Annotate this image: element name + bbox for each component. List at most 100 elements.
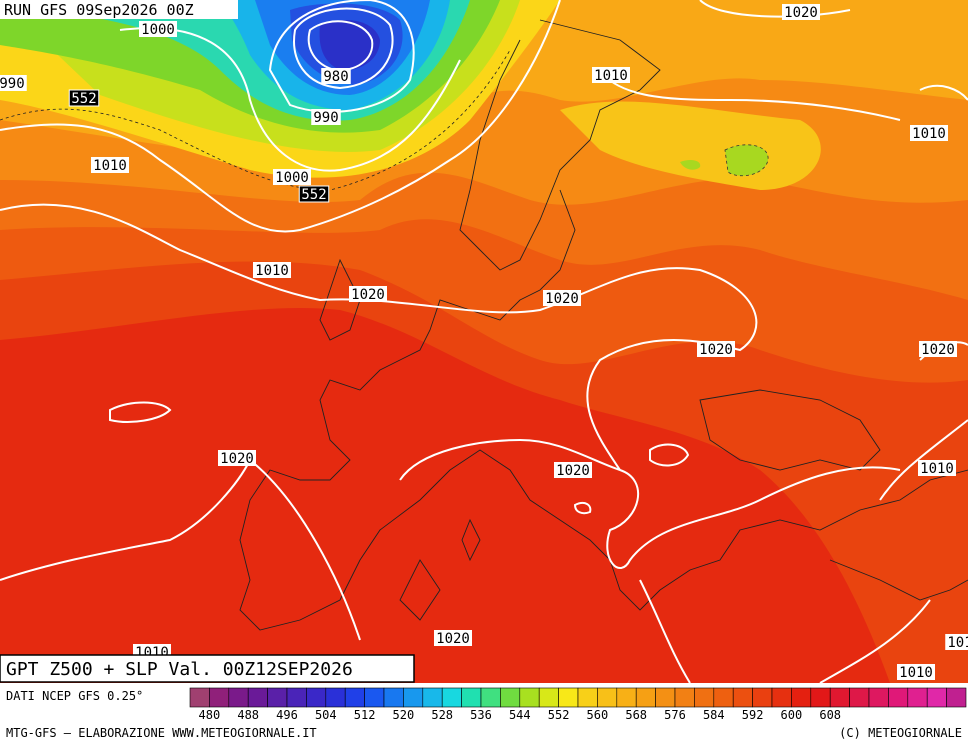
colorbar-box — [364, 687, 385, 708]
colorbar-tick-label: 608 — [819, 708, 841, 722]
isobar-label-box — [434, 630, 472, 646]
colorbar-tick-label: 544 — [509, 708, 531, 722]
colorbar-box — [849, 687, 870, 708]
product-label: GPT Z500 + SLP Val. 00Z12SEP2026 — [6, 659, 353, 680]
colorbar-box — [732, 687, 753, 708]
isobar-label-box — [910, 125, 948, 141]
colorbar-box — [674, 687, 695, 708]
colorbar-tick-label: 584 — [703, 708, 725, 722]
isobar-label: 1020 — [699, 342, 733, 358]
isobar-label: 1020 — [436, 631, 470, 647]
colorbar-box — [247, 687, 268, 708]
colorbar-box — [713, 687, 734, 708]
colorbar-box — [344, 687, 365, 708]
colorbar-box — [810, 687, 831, 708]
isobar-label: 1010 — [899, 665, 933, 681]
colorbar-box — [577, 687, 598, 708]
isobar-label: 1010 — [920, 461, 954, 477]
isobar-label: 101 — [947, 635, 968, 651]
colorbar-box — [829, 687, 850, 708]
colorbar-box — [286, 687, 307, 708]
isobar-label-box — [218, 450, 256, 466]
colorbar-box — [888, 687, 909, 708]
colorbar-box — [558, 687, 579, 708]
isobar-label: 1010 — [255, 263, 289, 279]
isobar-label: 1000 — [141, 22, 175, 38]
colorbar-tick-label: 488 — [237, 708, 259, 722]
colorbar-box — [791, 687, 812, 708]
isobar-label: 1010 — [912, 126, 946, 142]
colorbar-box — [752, 687, 773, 708]
colorbar-box — [325, 687, 346, 708]
isobar-label-box — [592, 67, 630, 83]
source-label: DATI NCEP GFS 0.25° — [6, 689, 143, 703]
isobar-label-box — [273, 169, 311, 185]
isobar-label: 1010 — [93, 158, 127, 174]
isobar-label: 1000 — [275, 170, 309, 186]
isobar-label: 552 — [301, 187, 326, 203]
colorbar-box — [519, 687, 540, 708]
isobar-label-box — [543, 290, 581, 306]
colorbar-tick-label: 536 — [470, 708, 492, 722]
isobar-label: 1020 — [784, 5, 818, 21]
isobar-label-box — [945, 634, 968, 650]
colorbar-box — [655, 687, 676, 708]
colorbar-tick-label: 504 — [315, 708, 337, 722]
colorbar-box — [597, 687, 618, 708]
isobar-label-box — [298, 185, 330, 203]
colorbar-box — [267, 687, 288, 708]
colorbar-box — [403, 687, 424, 708]
colorbar-box — [635, 687, 656, 708]
colorbar-tick-label: 560 — [587, 708, 609, 722]
isobar-label-box — [782, 4, 820, 20]
isobar-label: 1020 — [921, 342, 955, 358]
colorbar-box — [209, 687, 230, 708]
colorbar-box — [461, 687, 482, 708]
colorbar-box — [306, 687, 327, 708]
colorbar-box — [480, 687, 501, 708]
colorbar-tick-label: 592 — [742, 708, 764, 722]
copyright-label: (C) METEOGIORNALE — [839, 726, 962, 740]
colorbar-box — [868, 687, 889, 708]
colorbar-tick-label: 480 — [199, 708, 221, 722]
colorbar-box — [616, 687, 637, 708]
product-label-box — [0, 654, 415, 683]
isobar-label-box — [897, 664, 935, 680]
colorbar-box — [926, 687, 947, 708]
colorbar-box — [771, 687, 792, 708]
colorbar-tick-label: 520 — [393, 708, 415, 722]
colorbar: 480 488 496 504 512 520 528 536 544 552 560 568 576 5… — [189, 687, 967, 722]
isobar-label: 552 — [71, 91, 96, 107]
run-label: RUN GFS 09Sep2026 00Z — [4, 1, 194, 19]
colorbar-box — [500, 687, 521, 708]
isobar-label-box — [554, 462, 592, 478]
colorbar-box — [538, 687, 559, 708]
isobar-label: 1020 — [556, 463, 590, 479]
colorbar-tick-label: 528 — [431, 708, 453, 722]
isobars — [0, 0, 968, 683]
isobar-label-box — [91, 157, 129, 173]
isobar-label: 990 — [0, 76, 25, 92]
colorbar-box — [946, 687, 967, 708]
colorbar-tick-label: 552 — [548, 708, 570, 722]
isobar-label: 1020 — [351, 287, 385, 303]
isobar-label-box — [919, 341, 957, 357]
run-label-box — [0, 0, 238, 19]
isobar-label-box — [918, 460, 956, 476]
credit-label: MTG-GFS — ELABORAZIONE WWW.METEOGIORNALE… — [6, 726, 317, 740]
isobar-label: 1020 — [545, 291, 579, 307]
colorbar-box — [189, 687, 210, 708]
isobar-label: 1020 — [220, 451, 254, 467]
colorbar-box — [441, 687, 462, 708]
colorbar-box — [228, 687, 249, 708]
colorbar-tick-label: 600 — [781, 708, 803, 722]
colorbar-box — [422, 687, 443, 708]
isobar-label-box — [349, 286, 387, 302]
isobar-label-box — [0, 75, 27, 91]
isobar-label-box — [139, 21, 177, 37]
colorbar-box — [907, 687, 928, 708]
colorbar-tick-label: 568 — [625, 708, 647, 722]
isobar-label-box — [253, 262, 291, 278]
